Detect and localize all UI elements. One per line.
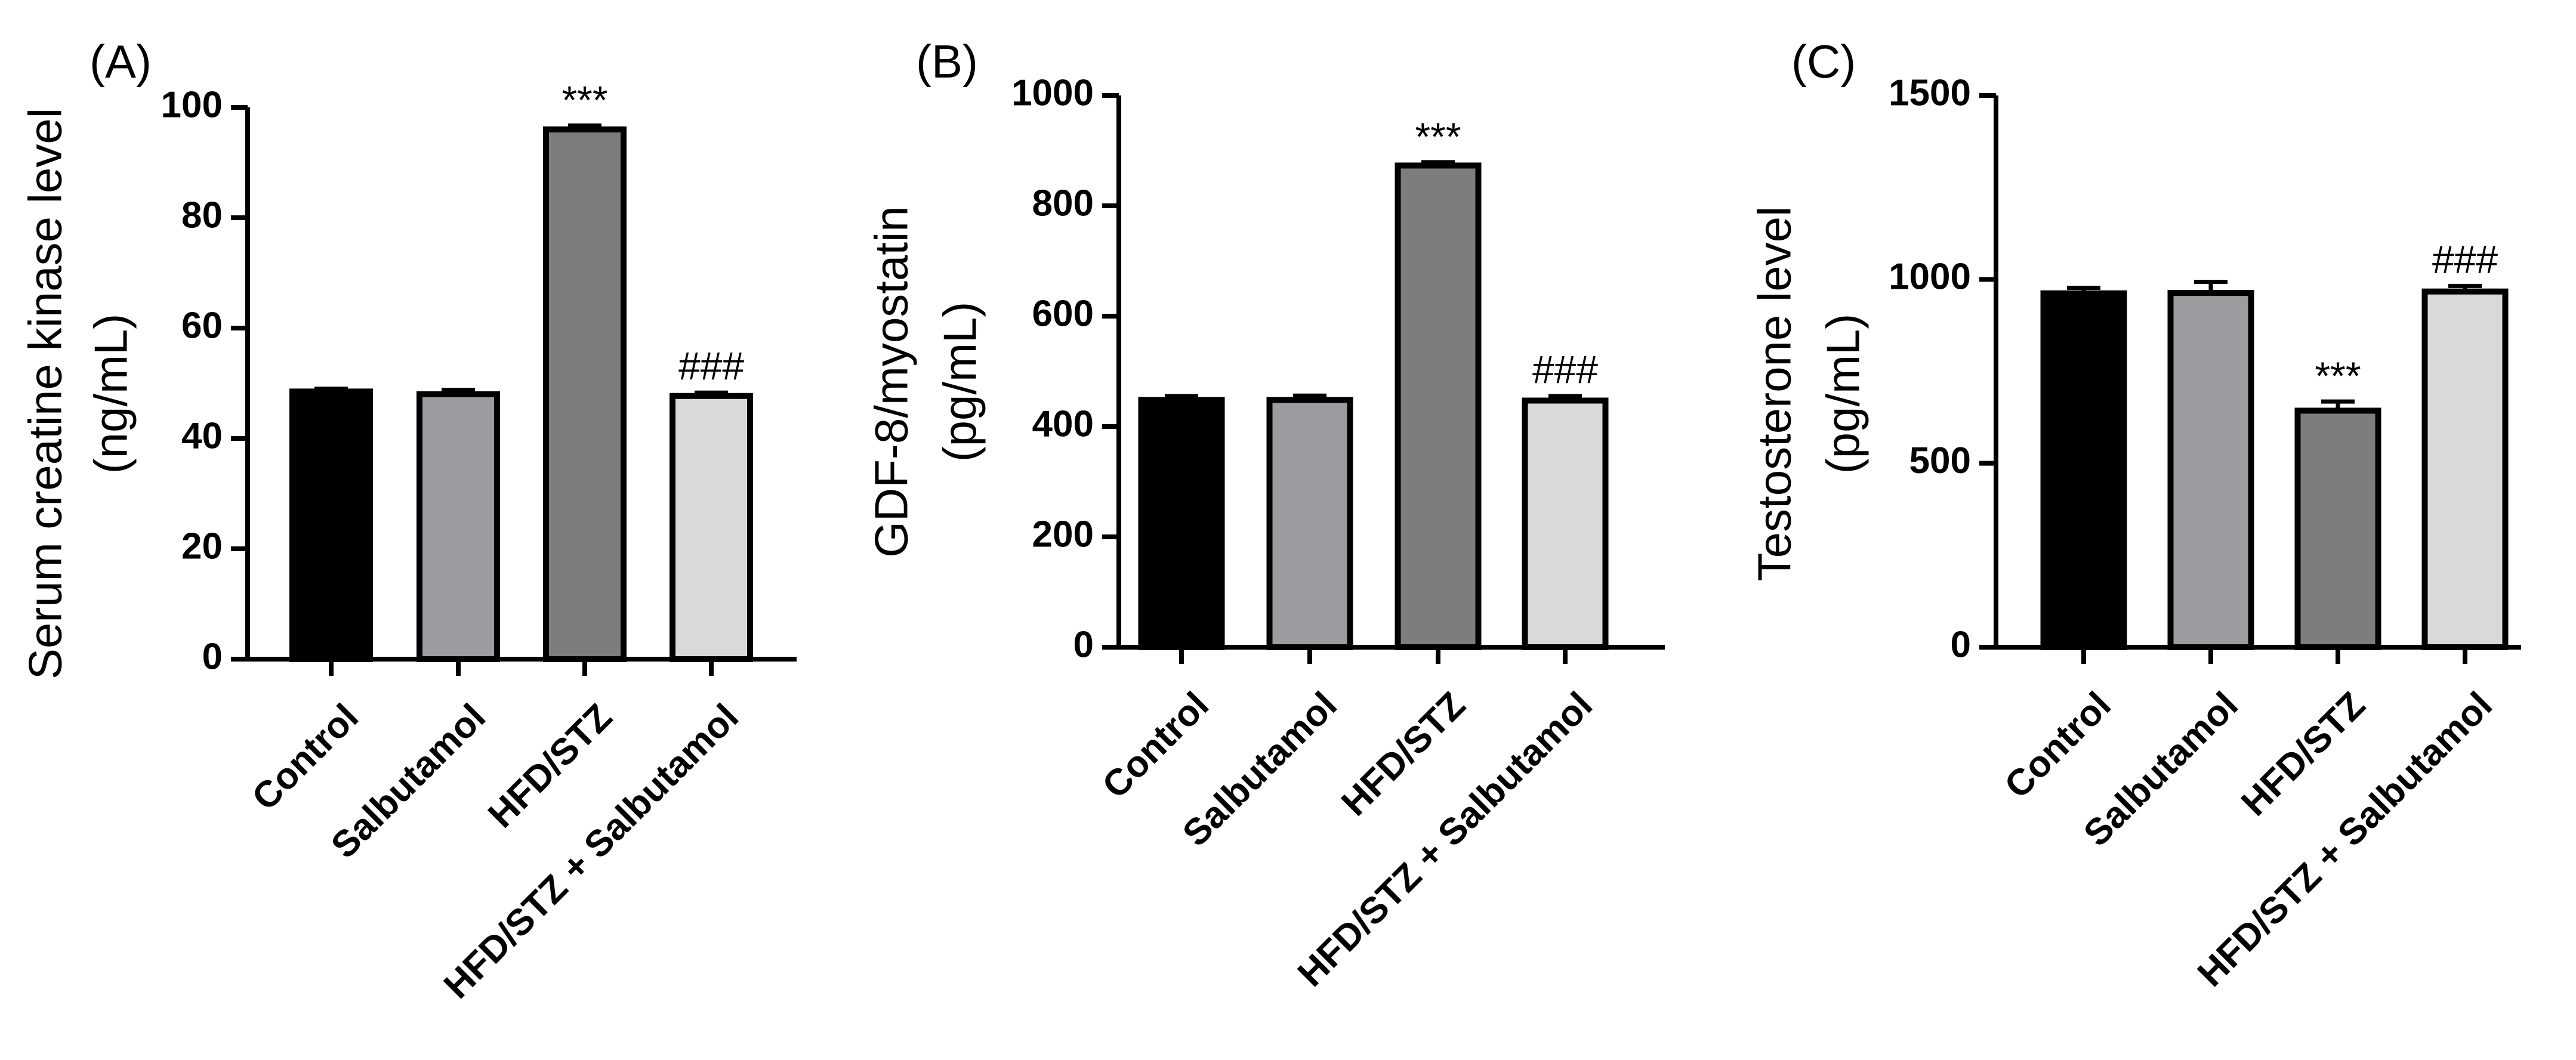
panel-b-ytick-label-400: 400 — [1032, 403, 1094, 444]
panel-a-ytick-label-80: 80 — [181, 194, 223, 236]
panel-c-annotation-hfd-stz: *** — [2315, 354, 2361, 398]
panel-c-annotation-hfd-stz-salbutamol: ### — [2432, 237, 2498, 281]
panel-c-ytick-label-1000: 1000 — [1889, 256, 1971, 298]
panel-c-bar-salbutamol — [2167, 290, 2254, 650]
panel-b-ylabel-line-2: (pg/mL) — [934, 302, 986, 462]
panel-a-bar-hfd-stz — [543, 126, 627, 662]
panel-b-annotation-hfd-stz-salbutamol: ### — [1532, 347, 1598, 391]
panel-a-annotation-hfd-stz: *** — [562, 78, 607, 122]
panel-c-letter: (C) — [1791, 35, 1856, 88]
panel-b-letter: (B) — [916, 35, 978, 88]
panel-a-ytick-label-0: 0 — [202, 636, 223, 677]
panel-c-bar-hfd-stz-salbutamol — [2421, 288, 2509, 650]
panel-c-category-label-control: Control — [1997, 684, 2119, 806]
panel-c-ylabel-line-1: Testosterone level — [1748, 206, 1801, 582]
panel-a-ytick-label-20: 20 — [181, 526, 223, 567]
panel-a-letter: (A) — [90, 35, 152, 88]
panel-a-bar-hfd-stz-salbutamol — [670, 393, 753, 663]
panel-a-ytick-label-100: 100 — [161, 84, 223, 125]
panel-a-ytick-label-60: 60 — [181, 305, 223, 346]
panel-b-ytick-label-800: 800 — [1032, 183, 1094, 224]
panel-b-ytick-label-1000: 1000 — [1011, 72, 1094, 113]
panel-b-bar-control — [1138, 397, 1225, 650]
panel-a-annotation-hfd-stz-salbutamol: ### — [678, 344, 744, 388]
panel-a-category-label-control: Control — [244, 696, 366, 818]
panel-c-ytick-label-1500: 1500 — [1889, 72, 1971, 113]
panel-c-bar-control — [2040, 290, 2127, 650]
panel-c-ylabel-line-2: (pg/mL) — [1817, 314, 1869, 474]
panel-a-ylabel-line-1: Serum creatine kinase level — [19, 108, 72, 679]
panel-c-ytick-label-500: 500 — [1909, 440, 1971, 481]
panel-b-ytick-label-200: 200 — [1032, 514, 1094, 555]
panel-b-ytick-label-600: 600 — [1032, 293, 1094, 334]
panel-b-annotation-hfd-stz: *** — [1415, 115, 1461, 159]
panel-a-bar-salbutamol — [417, 391, 500, 662]
panel-c-ytick-label-0: 0 — [1951, 624, 1971, 665]
panel-b-ylabel-line-1: GDF-8/myostatin — [865, 206, 918, 557]
panel-b-ytick-label-0: 0 — [1073, 624, 1094, 665]
panel-a-ytick-label-40: 40 — [181, 415, 223, 456]
panel-a-bar-control — [289, 388, 373, 662]
panel-b-bar-hfd-stz-salbutamol — [1522, 397, 1609, 651]
panel-c-bar-hfd-stz — [2294, 407, 2381, 650]
panel-a-ylabel-line-2: (ng/mL) — [85, 314, 137, 474]
panel-b-bar-salbutamol — [1266, 397, 1353, 650]
panel-b-category-label-control: Control — [1094, 684, 1217, 806]
panel-b-bar-hfd-stz — [1395, 162, 1482, 651]
